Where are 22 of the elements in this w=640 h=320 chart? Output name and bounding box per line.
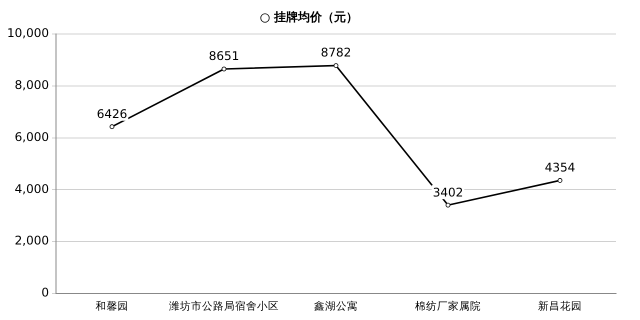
point xyxy=(222,66,226,72)
point xyxy=(110,124,114,130)
x-tick-label: 棉纺厂家属院 xyxy=(414,299,481,312)
y-tick-label: 4,000 xyxy=(14,182,49,196)
data-label: 6426 xyxy=(96,106,128,121)
y-tick-label: 8,000 xyxy=(14,78,49,92)
y-tick-label: 10,000 xyxy=(6,26,49,40)
y-tick-label: 0 xyxy=(41,286,49,300)
y-tick-label: 6,000 xyxy=(14,130,49,144)
point xyxy=(446,202,450,208)
legend-label: 挂牌均价（元） xyxy=(273,10,358,24)
point xyxy=(334,63,338,68)
data-label: 8782 xyxy=(320,46,352,60)
y-tick-label: 2,000 xyxy=(14,234,49,248)
x-tick-label: 和馨园 xyxy=(95,299,128,312)
data-label: 8651 xyxy=(208,49,240,64)
x-tick-label: 鑫湖公寓 xyxy=(314,299,358,312)
x-tick-label: 潍坊市公路局宿舍小区 xyxy=(168,299,279,312)
data-label: 4354 xyxy=(544,160,576,175)
data-label: 3402 xyxy=(432,185,464,200)
x-tick-label: 新昌花园 xyxy=(538,299,582,312)
point xyxy=(558,178,562,183)
